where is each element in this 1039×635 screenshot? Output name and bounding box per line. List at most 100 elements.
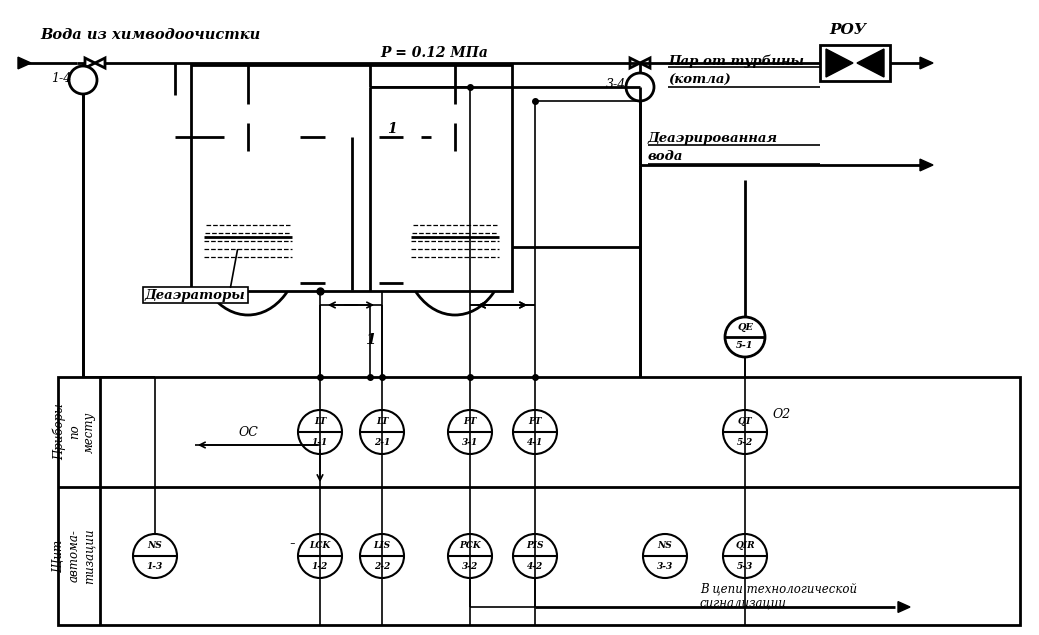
Bar [325,215,380,290]
Bar [234,123,262,151]
Text: (котла): (котла) [668,74,730,87]
Polygon shape [419,133,427,141]
Text: LIS: LIS [373,541,391,550]
Text: -: - [289,535,295,552]
Polygon shape [920,159,933,171]
Text: Щит
автома-
тизации: Щит автома- тизации [53,528,96,584]
Polygon shape [431,133,439,140]
Polygon shape [85,58,95,68]
Text: NS: NS [658,541,672,550]
Text: В цепи технологической: В цепи технологической [700,582,857,595]
Bar [191,65,512,291]
Text: 3-2: 3-2 [462,562,478,571]
Polygon shape [451,113,459,122]
Polygon shape [325,279,334,287]
Polygon shape [95,58,105,68]
Text: Деаэрированная: Деаэрированная [648,132,778,145]
Circle shape [69,66,97,94]
Bar [820,45,890,81]
Ellipse shape [196,179,300,315]
Polygon shape [475,133,483,141]
Text: LCK: LCK [310,541,330,550]
Text: PT: PT [528,417,541,426]
Text: 2-2: 2-2 [374,562,390,571]
Circle shape [133,534,177,578]
Text: 3-4: 3-4 [606,79,627,91]
Text: 1: 1 [365,333,375,347]
Text: 1-4: 1-4 [51,72,71,84]
Polygon shape [224,133,232,140]
Polygon shape [427,133,435,141]
Circle shape [359,534,404,578]
Polygon shape [370,279,378,287]
Text: 3-3: 3-3 [657,562,673,571]
Polygon shape [826,49,853,77]
Text: РОУ: РОУ [829,23,867,37]
Text: 1-1: 1-1 [312,438,328,447]
Ellipse shape [403,179,507,315]
Text: QE: QE [737,323,753,333]
Text: NS: NS [148,541,162,550]
Text: 4-2: 4-2 [527,562,543,571]
Polygon shape [243,104,252,113]
Circle shape [643,534,687,578]
Text: вода: вода [648,150,684,163]
Polygon shape [898,601,910,612]
Text: PT: PT [463,417,477,426]
Circle shape [298,534,342,578]
Polygon shape [325,133,334,141]
Polygon shape [857,49,884,77]
Text: QIR: QIR [736,541,754,550]
Polygon shape [268,133,276,141]
Text: 1: 1 [387,122,397,136]
Text: Вода из химводоочистки: Вода из химводоочистки [39,28,260,42]
Text: сигнализации: сигнализации [700,596,787,609]
Polygon shape [451,104,459,113]
Text: 3-1: 3-1 [462,438,478,447]
Polygon shape [630,58,640,68]
Circle shape [513,410,557,454]
Polygon shape [370,133,378,141]
Circle shape [723,410,767,454]
Text: Приборы
по
месту: Приборы по месту [52,404,96,460]
Text: 1-2: 1-2 [312,562,328,571]
Polygon shape [276,133,284,141]
Circle shape [298,410,342,454]
Text: P = 0.12 МПа: P = 0.12 МПа [380,46,488,60]
Bar [441,123,469,151]
Text: 1-3: 1-3 [146,562,163,571]
Polygon shape [483,133,491,141]
Circle shape [448,410,492,454]
Text: Деаэраторы: Деаэраторы [145,288,246,302]
Circle shape [359,410,404,454]
Circle shape [448,534,492,578]
Ellipse shape [338,238,370,278]
Text: PCK: PCK [459,541,481,550]
Text: 5-2: 5-2 [737,438,753,447]
Text: ОС: ОС [238,425,258,439]
Polygon shape [378,279,387,287]
Text: 2-1: 2-1 [374,438,390,447]
Text: LT: LT [314,417,326,426]
Polygon shape [378,133,387,141]
Text: LT: LT [376,417,389,426]
Text: Пар от турбины: Пар от турбины [668,55,804,68]
Circle shape [725,317,765,357]
Polygon shape [317,279,325,287]
Polygon shape [18,57,31,69]
Text: PIS: PIS [526,541,543,550]
Text: 5-3: 5-3 [737,562,753,571]
Text: O2: O2 [773,408,792,420]
Text: 5-1: 5-1 [737,342,753,351]
Wedge shape [334,258,374,278]
Circle shape [513,534,557,578]
Polygon shape [317,133,325,141]
Polygon shape [640,58,650,68]
Polygon shape [243,113,252,122]
Circle shape [723,534,767,578]
Polygon shape [920,57,933,69]
Circle shape [627,73,654,101]
Bar [58,377,1020,625]
Text: QT: QT [738,417,752,426]
Text: 4-1: 4-1 [527,438,543,447]
